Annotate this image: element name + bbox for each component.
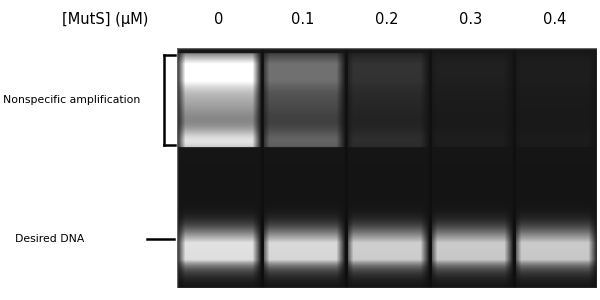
Text: 0: 0 [214, 12, 224, 27]
Text: [MutS] (μM): [MutS] (μM) [62, 12, 148, 27]
Text: 0.2: 0.2 [375, 12, 399, 27]
Text: 0.4: 0.4 [544, 12, 566, 27]
Text: Nonspecific amplification: Nonspecific amplification [3, 95, 140, 105]
Text: 0.3: 0.3 [460, 12, 482, 27]
Text: Desired DNA: Desired DNA [14, 235, 84, 244]
Text: 0.1: 0.1 [292, 12, 314, 27]
